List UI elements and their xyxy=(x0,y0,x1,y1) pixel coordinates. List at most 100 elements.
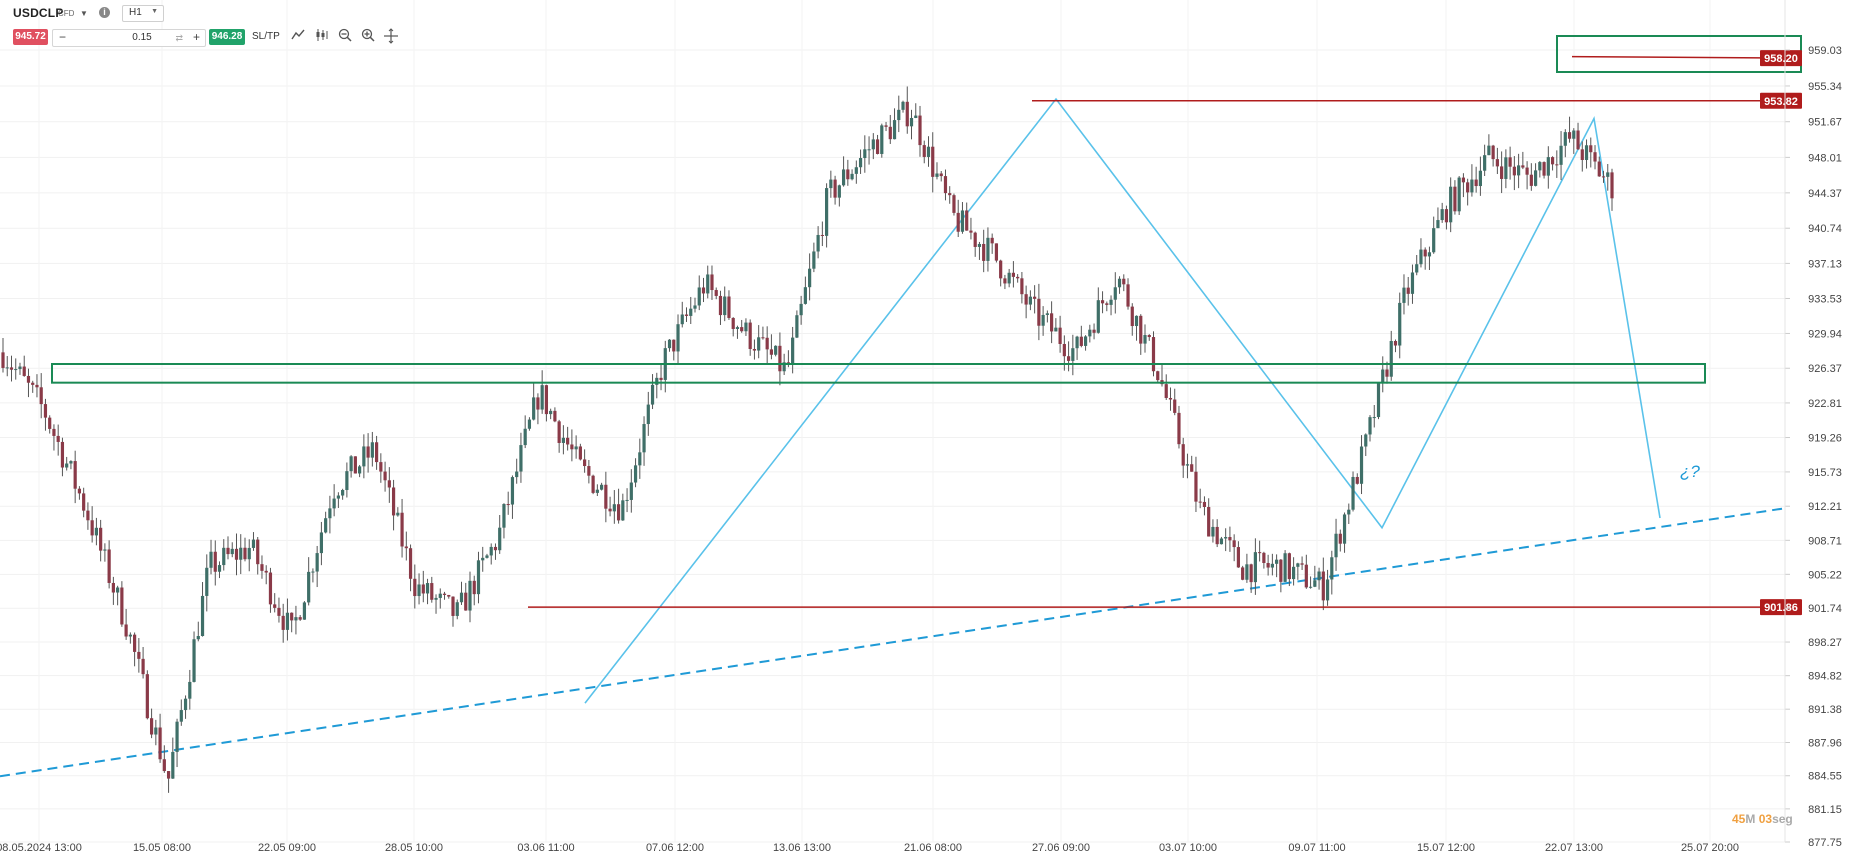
candle-body xyxy=(1376,382,1381,418)
target-line[interactable] xyxy=(1571,55,1786,59)
candle xyxy=(1147,334,1151,341)
candle xyxy=(680,301,684,328)
candle-body xyxy=(1100,300,1105,304)
increase-button[interactable]: + xyxy=(192,30,200,44)
candles xyxy=(1,86,1614,793)
timer-minutes-unit: M xyxy=(1745,812,1756,826)
candle xyxy=(1219,536,1224,545)
candle-body xyxy=(149,718,154,735)
candle xyxy=(1542,161,1546,179)
candle xyxy=(701,277,706,303)
chart-type-icon[interactable] xyxy=(289,28,307,46)
candle-body xyxy=(5,367,9,369)
candle xyxy=(544,384,549,422)
indicators-icon[interactable] xyxy=(313,28,331,46)
candle-body xyxy=(841,169,846,186)
zoom-out-icon[interactable] xyxy=(336,28,354,46)
price-tick-label: 915.73 xyxy=(1808,467,1842,479)
candle xyxy=(1381,356,1385,393)
candle xyxy=(1317,567,1321,590)
candle xyxy=(1372,404,1376,428)
candle xyxy=(1589,137,1593,168)
candle-body xyxy=(1113,287,1117,300)
candle xyxy=(952,193,956,216)
candle-body xyxy=(1096,300,1100,333)
candle-body xyxy=(578,446,582,460)
candle-body xyxy=(939,173,943,177)
candle xyxy=(1185,453,1190,479)
resistance-tag: 953.82 xyxy=(1760,92,1802,109)
candle-body xyxy=(421,584,425,594)
candle-body xyxy=(324,518,328,533)
candle-body xyxy=(485,555,489,558)
candle xyxy=(939,171,943,182)
candle-body xyxy=(1576,130,1580,150)
candle xyxy=(1364,433,1368,457)
candle-body xyxy=(1122,278,1126,285)
candle xyxy=(943,169,948,201)
candle-body xyxy=(527,419,532,429)
candle-body xyxy=(82,493,86,511)
quantity-input[interactable]: 0.15 xyxy=(132,32,152,43)
candle-body xyxy=(1092,329,1096,333)
candle-body xyxy=(481,557,485,561)
trendlines xyxy=(0,97,1786,778)
candle-body xyxy=(103,549,107,551)
candle xyxy=(396,507,400,517)
candle xyxy=(1521,151,1525,170)
candle-body xyxy=(1147,335,1151,338)
candle xyxy=(973,231,977,257)
candle-body xyxy=(638,452,642,466)
decrease-button[interactable]: − xyxy=(59,30,67,44)
candle-body xyxy=(1567,132,1572,139)
candle-body xyxy=(646,404,650,425)
candle xyxy=(655,372,659,399)
candle xyxy=(52,424,56,451)
quantity-stepper[interactable]: − 0.15 ⇄ + xyxy=(52,29,206,47)
candle-body xyxy=(175,721,179,752)
sltp-button[interactable]: SL/TP xyxy=(252,31,280,42)
candle xyxy=(744,318,748,336)
candle-body xyxy=(892,120,897,140)
symbol-label[interactable]: USDCLP xyxy=(13,6,64,20)
zone-box[interactable] xyxy=(51,363,1706,384)
candle-body xyxy=(188,681,192,699)
price-levels[interactable]: 958.20 953.82 901.86 xyxy=(51,35,1802,616)
swap-icon[interactable]: ⇄ xyxy=(175,33,183,43)
sell-button[interactable]: 945.72 xyxy=(13,29,48,45)
symbol-dropdown-icon[interactable]: ▼ xyxy=(80,9,88,18)
price-tick-label: 898.27 xyxy=(1808,637,1842,649)
candle xyxy=(1610,168,1614,211)
candle xyxy=(1487,134,1491,156)
candle xyxy=(5,356,9,377)
time-axis-label: 03.07 10:00 xyxy=(1159,842,1217,854)
candle-body xyxy=(52,428,56,436)
candle xyxy=(841,156,846,187)
candle-body xyxy=(553,410,557,422)
candle xyxy=(1504,149,1508,189)
candle-body xyxy=(438,593,442,598)
candle-body xyxy=(1597,161,1601,177)
candle-body xyxy=(1419,249,1423,265)
candle-body xyxy=(922,145,926,157)
candle-body xyxy=(1491,145,1495,160)
candle-body xyxy=(69,461,73,464)
candle-body xyxy=(1313,580,1317,587)
candle xyxy=(999,259,1003,287)
candle-body xyxy=(315,553,319,572)
price-tick-label: 944.37 xyxy=(1808,188,1842,200)
buy-button[interactable]: 946.28 xyxy=(209,29,245,45)
candle xyxy=(561,425,565,455)
info-icon[interactable]: i xyxy=(99,7,110,18)
candle xyxy=(1508,146,1512,180)
candle xyxy=(192,631,196,683)
crosshair-icon[interactable] xyxy=(382,28,400,46)
candle xyxy=(1525,161,1529,190)
zoom-in-icon[interactable] xyxy=(359,28,377,46)
candle-body xyxy=(239,547,243,560)
timeframe-select[interactable]: H1 ▼ xyxy=(122,5,164,22)
candle-body xyxy=(459,592,464,603)
chevron-down-icon: ▼ xyxy=(151,8,158,15)
candle xyxy=(858,149,863,174)
